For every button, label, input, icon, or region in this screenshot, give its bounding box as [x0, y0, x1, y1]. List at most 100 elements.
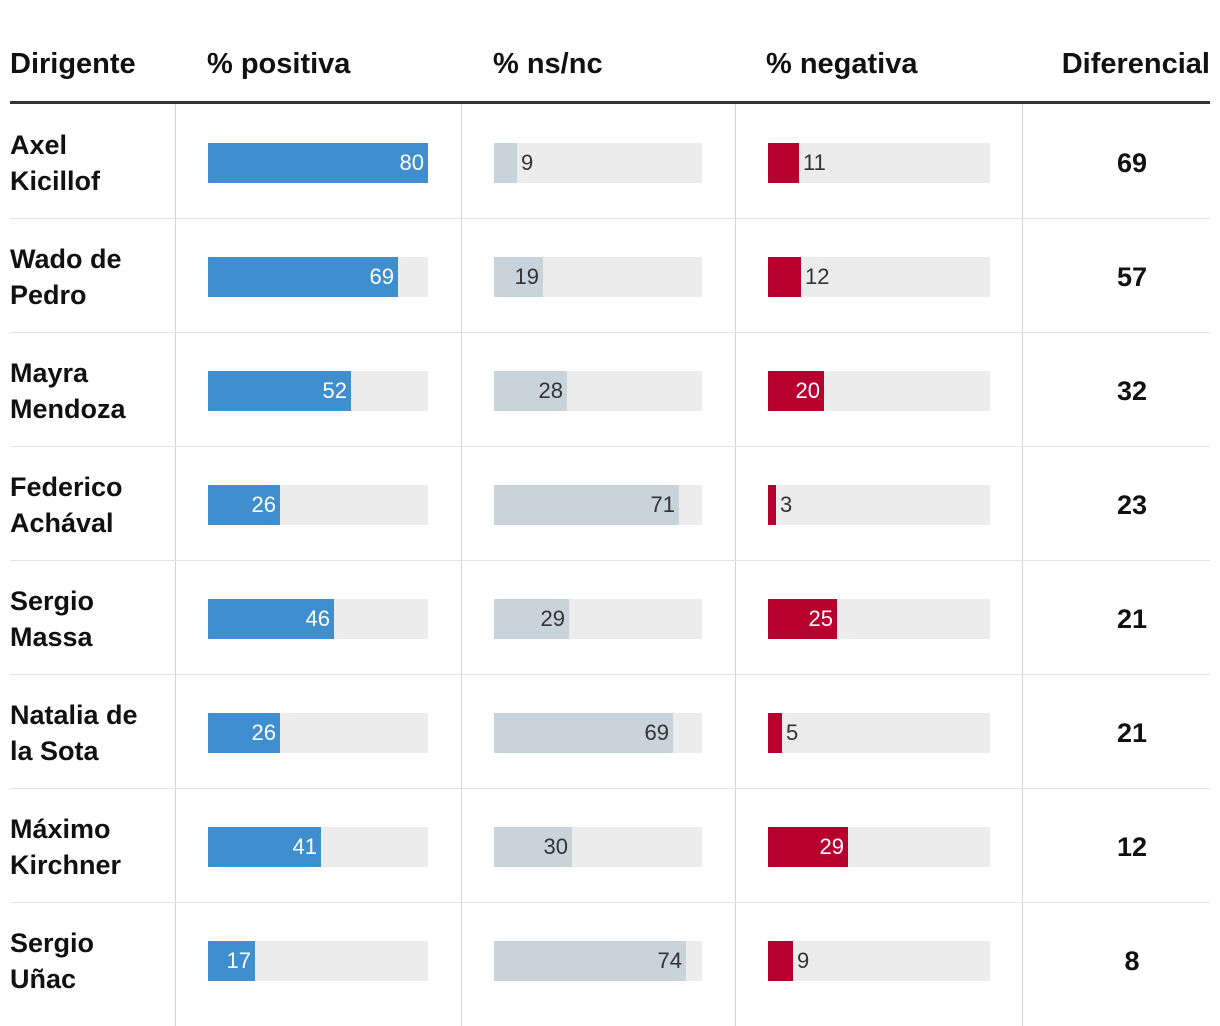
column-divider — [735, 104, 736, 1026]
header-divider — [10, 101, 1210, 104]
negativa-bar-track: 12 — [768, 257, 990, 297]
nsnc-value-label: 29 — [540, 606, 565, 631]
negativa-value-label: 3 — [780, 492, 793, 517]
nsnc-bar — [494, 827, 572, 867]
diferencial-value: 69 — [1116, 148, 1148, 178]
positiva-bar-track: 46 — [208, 599, 428, 639]
nsnc-value-label: 19 — [514, 264, 539, 289]
header-negativa: % negativa — [766, 48, 918, 80]
positiva-bar-track: 80 — [208, 143, 428, 183]
positiva-value-label: 52 — [322, 378, 347, 403]
row-divider — [10, 674, 1210, 675]
nsnc-bar-track: 69 — [494, 713, 702, 753]
column-divider — [1022, 104, 1023, 1026]
table-header: Dirigente % positiva % ns/nc % negativa … — [0, 0, 1220, 104]
dirigente-name: Máximo Kirchner — [10, 814, 122, 880]
nsnc-bar-track: 28 — [494, 371, 702, 411]
positiva-bar — [208, 485, 280, 525]
negativa-bar — [768, 257, 801, 297]
column-divider — [461, 104, 462, 1026]
positiva-bar — [208, 827, 321, 867]
positiva-value-label: 46 — [305, 606, 330, 631]
negativa-bar-track: 5 — [768, 713, 990, 753]
negativa-bar-track: 9 — [768, 941, 990, 981]
dirigente-name: Natalia de la Sota — [10, 700, 138, 766]
positiva-bar-track: 26 — [208, 713, 428, 753]
negativa-value-label: 29 — [819, 834, 844, 859]
nsnc-bar — [494, 371, 567, 411]
header-diferencial: Diferencial — [1061, 48, 1210, 80]
dirigente-name: Federico Achával — [10, 472, 123, 538]
nsnc-value-label: 71 — [650, 492, 675, 517]
positiva-value-label: 69 — [369, 264, 394, 289]
row-divider — [10, 788, 1210, 789]
diferencial-value: 12 — [1116, 832, 1148, 862]
table-row: Sergio Massa 46 29 25 21 — [10, 561, 1210, 675]
negativa-value-label: 9 — [797, 948, 810, 973]
negativa-bar — [768, 485, 776, 525]
table-row: Axel Kicillof 80 9 11 69 — [10, 105, 1210, 219]
positiva-bar — [208, 599, 334, 639]
negativa-value-label: 5 — [786, 720, 799, 745]
positiva-value-label: 26 — [251, 720, 276, 745]
header-positiva: % positiva — [207, 48, 351, 80]
positiva-bar — [208, 371, 351, 411]
positiva-value-label: 26 — [251, 492, 276, 517]
negativa-value-label: 11 — [803, 150, 826, 175]
negativa-bar-track: 25 — [768, 599, 990, 639]
column-divider — [175, 104, 176, 1026]
positiva-bar-track: 52 — [208, 371, 428, 411]
table-row: Máximo Kirchner 41 30 29 12 — [10, 789, 1210, 903]
positiva-bar — [208, 257, 398, 297]
diferencial-value: 32 — [1116, 376, 1148, 406]
positiva-bar-track: 17 — [208, 941, 428, 981]
table-row: Wado de Pedro 69 19 12 57 — [10, 219, 1210, 333]
negativa-bar — [768, 599, 837, 639]
positiva-bar-track: 26 — [208, 485, 428, 525]
positiva-value-label: 41 — [292, 834, 317, 859]
nsnc-bar-track: 74 — [494, 941, 702, 981]
positiva-bar — [208, 941, 255, 981]
nsnc-bar-track: 30 — [494, 827, 702, 867]
positiva-bar — [208, 713, 280, 753]
diferencial-value: 21 — [1116, 718, 1148, 748]
negativa-bar — [768, 713, 782, 753]
row-divider — [10, 332, 1210, 333]
negativa-value-label: 12 — [805, 264, 830, 289]
negativa-bar-track: 3 — [768, 485, 990, 525]
nsnc-bar — [494, 713, 673, 753]
nsnc-bar — [494, 599, 569, 639]
row-divider — [10, 902, 1210, 903]
negativa-bar-track: 29 — [768, 827, 990, 867]
nsnc-bar — [494, 257, 543, 297]
negativa-bar — [768, 143, 799, 183]
negativa-bar — [768, 371, 824, 411]
nsnc-bar — [494, 941, 686, 981]
nsnc-value-label: 74 — [657, 948, 682, 973]
negativa-value-label: 20 — [795, 378, 820, 403]
positiva-bar-track: 41 — [208, 827, 428, 867]
negativa-bar — [768, 827, 848, 867]
header-dirigente: Dirigente — [10, 48, 136, 80]
nsnc-value-label: 9 — [521, 150, 534, 175]
dirigente-name: Sergio Uñac — [10, 928, 95, 994]
dirigente-name: Sergio Massa — [10, 586, 95, 652]
negativa-bar-track: 20 — [768, 371, 990, 411]
diferencial-value: 8 — [1124, 946, 1140, 976]
negativa-value-label: 25 — [808, 606, 833, 631]
nsnc-bar-track: 19 — [494, 257, 702, 297]
nsnc-value-label: 69 — [644, 720, 669, 745]
nsnc-bar-track: 29 — [494, 599, 702, 639]
header-nsnc: % ns/nc — [493, 48, 603, 80]
negativa-bar-track: 11 — [768, 143, 990, 183]
diferencial-value: 21 — [1116, 604, 1148, 634]
positiva-bar — [208, 143, 428, 183]
positiva-bar-track: 69 — [208, 257, 428, 297]
row-divider — [10, 446, 1210, 447]
nsnc-bar-track: 71 — [494, 485, 702, 525]
table-row: Natalia de la Sota 26 69 5 21 — [10, 675, 1210, 789]
diferencial-value: 57 — [1116, 262, 1148, 292]
table-row: Mayra Mendoza 52 28 20 32 — [10, 333, 1210, 447]
nsnc-bar — [494, 143, 517, 183]
positiva-value-label: 80 — [399, 150, 424, 175]
